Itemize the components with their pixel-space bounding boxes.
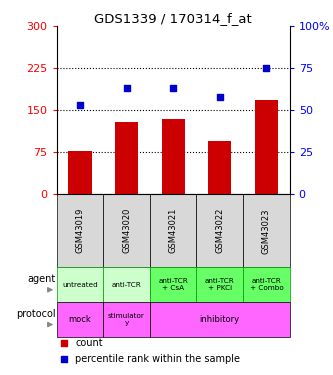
Text: count: count [75, 339, 103, 348]
Bar [57, 267, 103, 302]
Bar [150, 267, 196, 302]
Text: stimulator
y: stimulator y [108, 313, 145, 326]
Point [77, 102, 83, 108]
Text: anti-TCR
+ PKCi: anti-TCR + PKCi [205, 278, 235, 291]
Text: GSM43019: GSM43019 [75, 208, 85, 254]
Bar [150, 194, 196, 267]
Title: GDS1339 / 170314_f_at: GDS1339 / 170314_f_at [94, 12, 252, 25]
Bar [115, 122, 138, 194]
Text: GSM43021: GSM43021 [168, 208, 178, 254]
Bar [57, 302, 103, 337]
Bar [103, 302, 150, 337]
Text: inhibitory: inhibitory [200, 315, 240, 324]
Point [170, 86, 176, 92]
Bar [196, 267, 243, 302]
Text: anti-TCR
+ CsA: anti-TCR + CsA [158, 278, 188, 291]
Point [264, 65, 269, 71]
Point [61, 356, 66, 362]
Bar [196, 194, 243, 267]
Bar [103, 194, 150, 267]
Text: anti-TCR: anti-TCR [112, 282, 142, 288]
Point [217, 94, 222, 100]
Bar [68, 151, 92, 194]
Text: protocol: protocol [16, 309, 56, 319]
Text: untreated: untreated [62, 282, 98, 288]
Point [61, 340, 66, 346]
Bar [162, 119, 185, 194]
Text: GSM43022: GSM43022 [215, 208, 224, 254]
Point [124, 86, 129, 92]
Bar [208, 141, 231, 194]
Bar [255, 100, 278, 194]
Bar [243, 267, 290, 302]
Text: agent: agent [27, 274, 56, 284]
Text: GSM43023: GSM43023 [262, 208, 271, 254]
Bar [243, 194, 290, 267]
Bar [57, 194, 103, 267]
Text: percentile rank within the sample: percentile rank within the sample [75, 354, 240, 364]
Bar [103, 267, 150, 302]
Text: anti-TCR
+ Combo: anti-TCR + Combo [249, 278, 283, 291]
Text: GSM43020: GSM43020 [122, 208, 131, 254]
Bar [150, 302, 290, 337]
Text: mock: mock [69, 315, 91, 324]
